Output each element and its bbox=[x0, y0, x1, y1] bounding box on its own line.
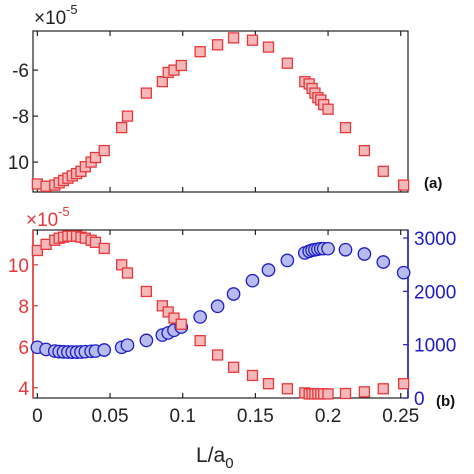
panel-b-square-marker bbox=[156, 300, 169, 312]
panel-a-square-marker bbox=[98, 144, 110, 157]
panel-b-left-y-tick-label: 10 bbox=[8, 256, 29, 277]
panel-a-data-points bbox=[31, 32, 410, 192]
panel-a-square-marker bbox=[281, 57, 294, 69]
panel-a-square-marker bbox=[89, 151, 102, 164]
panel-b-right-y-tick-label: 0 bbox=[414, 389, 425, 410]
panel-b-circle-marker bbox=[338, 242, 353, 257]
panel-b-label: (b) bbox=[436, 393, 455, 410]
panel-b-square-marker bbox=[98, 242, 110, 255]
panel-b-square-marker bbox=[322, 388, 334, 400]
panel-a-square-marker bbox=[339, 121, 352, 134]
panel-b-circle-marker bbox=[376, 255, 391, 269]
panel-b-circle-marker bbox=[280, 253, 295, 268]
panel-b-red-squares bbox=[31, 230, 410, 400]
panel-a-frame bbox=[32, 30, 409, 193]
panel-b-x-tick-label: 0.05 bbox=[92, 406, 129, 427]
panel-a-exponent-power: -5 bbox=[66, 2, 78, 17]
panel-a-square-marker bbox=[140, 87, 153, 99]
panel-b-exponent-power: -5 bbox=[58, 204, 70, 219]
panel-b-x-tick-label: 0.1 bbox=[169, 406, 195, 427]
panel-b-square-marker bbox=[281, 383, 294, 395]
panel-b-square-marker bbox=[339, 387, 352, 400]
panel-b-x-tick-label: 0.15 bbox=[237, 406, 274, 427]
panel-b-left-y-tick-label: 6 bbox=[18, 338, 29, 359]
panel-b-left-y-tick-label: 8 bbox=[18, 297, 29, 318]
panel-b-circle-marker bbox=[321, 241, 335, 256]
panel-b-x-tick-label: 0 bbox=[32, 406, 43, 427]
panel-a-square-marker bbox=[156, 75, 169, 88]
panel-b-square-marker bbox=[194, 334, 206, 347]
panel-a-square-marker bbox=[377, 165, 389, 177]
panel-b-right-y-tick-label: 3000 bbox=[414, 229, 456, 250]
panel-a-square-marker bbox=[262, 41, 275, 53]
panel-b-circle-marker bbox=[226, 287, 241, 301]
panel-a-square-marker bbox=[175, 59, 187, 72]
x-axis-label: L/a0 bbox=[196, 444, 234, 472]
panel-a-square-marker bbox=[246, 34, 259, 46]
panel-a-y-tick-label: 10 bbox=[8, 153, 29, 174]
panel-a-y-ticks: -6 -8 10 bbox=[8, 61, 38, 174]
panel-b-circle-marker bbox=[193, 310, 208, 324]
panel-b-circle-marker bbox=[261, 263, 276, 277]
panel-b-square-marker bbox=[121, 267, 134, 279]
panel-b-left-y-ticks: 4 6 8 10 bbox=[8, 230, 38, 400]
panel-a-square-marker bbox=[397, 179, 410, 191]
panel-b-square-marker bbox=[31, 244, 44, 257]
panel-b-circle-marker bbox=[245, 273, 260, 288]
panel-b-circle-marker bbox=[120, 338, 135, 353]
panel-a-square-marker bbox=[358, 144, 371, 157]
panel-b-square-marker bbox=[175, 318, 187, 330]
panel-b-square-marker bbox=[168, 312, 180, 324]
panel-b-blue-circles bbox=[30, 241, 411, 359]
panel-a-square-marker bbox=[194, 46, 206, 58]
panel-a-y-tick-label: -8 bbox=[12, 107, 29, 128]
panel-a-square-marker bbox=[116, 121, 128, 134]
panel-a-x-ticks bbox=[36, 31, 402, 192]
panel-b-square-marker bbox=[358, 386, 371, 398]
panel-a-square-marker bbox=[227, 32, 240, 44]
panel-a-y-tick-label: -6 bbox=[12, 61, 29, 82]
x-axis-label-subscript: 0 bbox=[225, 455, 233, 472]
panel-b-square-marker bbox=[377, 383, 389, 395]
panel-a: -6 -8 10 ×10 -5 (a) bbox=[8, 2, 442, 193]
panel-a-square-marker bbox=[322, 103, 334, 115]
panel-a-exponent-base: ×10 bbox=[34, 8, 66, 29]
panel-b-right-y-ticks: 0 1000 2000 3000 bbox=[403, 229, 456, 410]
x-axis-label-main: L/a bbox=[196, 444, 226, 467]
panel-b-frame bbox=[32, 229, 409, 399]
panel-b-circle-marker bbox=[210, 299, 225, 314]
panel-b-x-ticks: 0 0.05 0.1 0.15 0.2 0.25 bbox=[32, 230, 419, 427]
panel-b-circle-marker bbox=[357, 247, 372, 261]
panel-b-circle-marker bbox=[396, 265, 411, 280]
panel-b-left-y-tick-label: 4 bbox=[18, 379, 29, 400]
panel-b-square-marker bbox=[162, 306, 174, 318]
panel-b-square-marker bbox=[246, 369, 259, 382]
panel-b-circle-marker bbox=[97, 343, 112, 357]
panel-b-x-tick-label: 0.2 bbox=[315, 406, 341, 427]
panel-b-square-marker bbox=[116, 259, 128, 271]
panel-b-square-marker bbox=[89, 236, 102, 248]
panel-b-right-y-tick-label: 2000 bbox=[414, 282, 456, 303]
panel-b-square-marker bbox=[211, 349, 224, 361]
panel-b-exponent-base: ×10 bbox=[26, 210, 58, 231]
panel-b-circle-marker bbox=[139, 333, 154, 348]
panel-a-square-marker bbox=[211, 39, 224, 51]
panel-b-x-tick-label: 0.25 bbox=[382, 406, 419, 427]
panel-b-right-y-tick-label: 1000 bbox=[414, 336, 456, 357]
panel-b-square-marker bbox=[262, 378, 275, 390]
panel-b-square-marker bbox=[227, 361, 240, 373]
panel-b-square-marker bbox=[397, 378, 410, 390]
panel-a-label: (a) bbox=[424, 175, 442, 192]
panel-b-square-marker bbox=[140, 285, 153, 298]
panel-a-square-marker bbox=[121, 110, 134, 122]
